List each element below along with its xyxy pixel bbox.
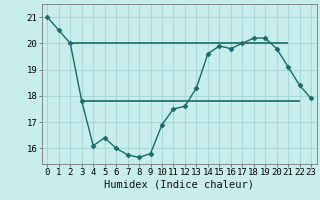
X-axis label: Humidex (Indice chaleur): Humidex (Indice chaleur) <box>104 180 254 190</box>
